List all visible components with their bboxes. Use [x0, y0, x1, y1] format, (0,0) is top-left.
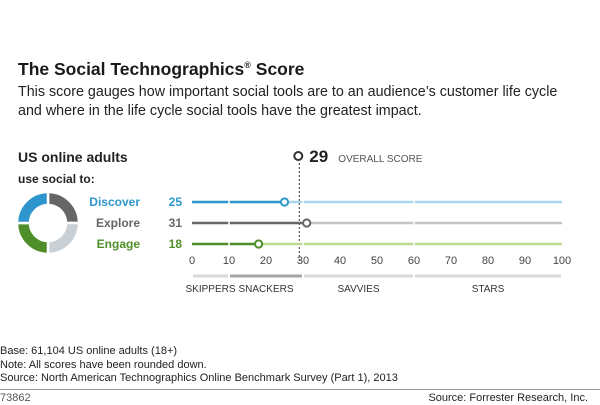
segment-label: US online adults	[18, 149, 128, 165]
note-base: Base: 61,104 US online adults (18+)	[0, 345, 178, 357]
footer-divider	[0, 389, 600, 390]
x-tick-label: 80	[482, 255, 494, 267]
x-tick-label: 30	[297, 255, 309, 267]
row-label-discover: Discover	[89, 195, 140, 209]
x-tick-label: 10	[223, 255, 235, 267]
x-tick-label: 50	[371, 255, 383, 267]
band-label-stars: STARS	[472, 284, 505, 295]
band-label-skippers: SKIPPERS	[185, 284, 235, 295]
band-label-snackers: SNACKERS	[238, 284, 293, 295]
row-value-discover: 25	[169, 195, 183, 209]
x-tick-label: 70	[445, 255, 457, 267]
title-text: The Social Technographics	[18, 59, 245, 79]
source-credit: Source: Forrester Research, Inc.	[428, 392, 588, 404]
chart-subtitle: This score gauges how important social t…	[18, 84, 558, 119]
row-label-explore: Explore	[96, 216, 140, 230]
segment-sublabel: use social to:	[18, 172, 95, 186]
chart-title: The Social Technographics® Score	[18, 59, 304, 80]
score-marker-engage	[254, 239, 264, 249]
title-suffix: Score	[255, 59, 305, 79]
x-tick-label: 20	[260, 255, 272, 267]
row-value-engage: 18	[169, 237, 183, 251]
score-chart: 29 OVERALL SCORE Discover 25 Explore 31 Engage…	[15, 147, 571, 295]
registered-mark: ®	[244, 60, 251, 71]
donut-segment-discover	[15, 190, 50, 225]
x-tick-label: 60	[408, 255, 420, 267]
overall-score-label: OVERALL SCORE	[338, 154, 422, 165]
donut-segment-explore	[46, 190, 81, 225]
donut-segment-remainder	[46, 221, 81, 256]
note-survey-source: Source: North American Technographics On…	[0, 372, 398, 384]
x-tick-label: 0	[189, 255, 195, 267]
x-tick-label: 90	[519, 255, 531, 267]
notes: Base: 61,104 US online adults (18+) Note…	[0, 345, 398, 386]
score-marker-discover	[279, 197, 290, 207]
x-tick-label: 100	[553, 255, 571, 267]
donut-segment-engage	[15, 221, 50, 256]
x-tick-label: 40	[334, 255, 346, 267]
overall-score-value: 29	[309, 147, 328, 166]
overall-score-marker	[293, 151, 304, 161]
band-label-savvies: SAVVIES	[337, 284, 379, 295]
score-marker-explore	[302, 218, 312, 228]
row-label-engage: Engage	[97, 237, 141, 251]
row-value-explore: 31	[169, 216, 183, 230]
note-rounding: Note: All scores have been rounded down.	[0, 358, 207, 371]
chart-id: 73862	[0, 392, 31, 404]
